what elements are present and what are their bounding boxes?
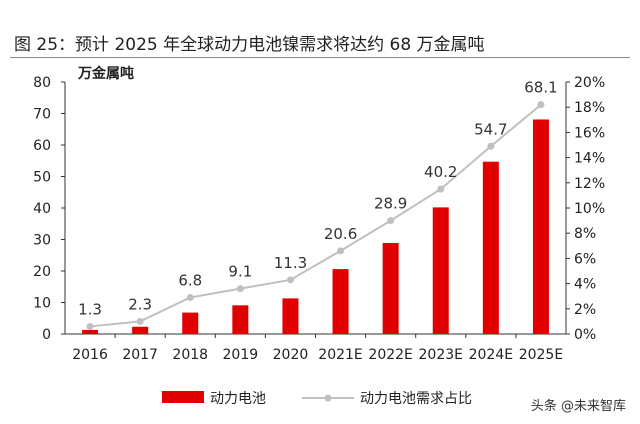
bar bbox=[382, 242, 399, 334]
y2-tick-label: 12% bbox=[574, 176, 605, 192]
x-tick-label: 2021E bbox=[318, 347, 362, 363]
y-axis-unit: 万金属吨 bbox=[77, 65, 134, 82]
bar bbox=[482, 161, 499, 334]
y2-tick-label: 18% bbox=[574, 100, 605, 116]
y2-tick-label: 14% bbox=[574, 151, 605, 167]
y2-tick-label: 0% bbox=[574, 327, 596, 343]
line-point bbox=[437, 185, 445, 193]
bar bbox=[132, 326, 149, 334]
x-tick-label: 2022E bbox=[368, 347, 412, 363]
x-tick-label: 2018 bbox=[172, 347, 208, 363]
y-tick-label: 10 bbox=[33, 296, 51, 312]
bar bbox=[332, 269, 349, 334]
y2-tick-label: 2% bbox=[574, 302, 596, 318]
y2-tick-label: 4% bbox=[574, 277, 596, 293]
y2-tick-label: 16% bbox=[574, 125, 605, 141]
y-tick-label: 30 bbox=[33, 233, 51, 249]
x-tick-label: 2025E bbox=[519, 347, 563, 363]
x-tick-label: 2017 bbox=[122, 347, 158, 363]
watermark: 头条 @未来智库 bbox=[530, 399, 626, 414]
figure-title: 图 25：预计 2025 年全球动力电池镍需求将达约 68 万金属吨 bbox=[14, 35, 485, 55]
line-point bbox=[186, 293, 194, 301]
y-tick-label: 40 bbox=[33, 201, 51, 217]
y2-tick-label: 10% bbox=[574, 201, 605, 217]
y2-tick-label: 6% bbox=[574, 251, 596, 267]
data-label: 68.1 bbox=[524, 79, 557, 97]
line-point bbox=[487, 142, 495, 150]
bar bbox=[532, 119, 549, 334]
x-tick-label: 2020 bbox=[273, 347, 309, 363]
y-tick-label: 20 bbox=[33, 264, 51, 280]
y-tick-label: 50 bbox=[33, 170, 51, 186]
bar bbox=[232, 305, 249, 334]
x-tick-label: 2024E bbox=[469, 347, 513, 363]
y2-tick-label: 8% bbox=[574, 226, 596, 242]
data-label: 2.3 bbox=[128, 295, 152, 313]
legend-line-marker bbox=[324, 394, 332, 402]
title-divider bbox=[10, 57, 630, 58]
legend-line-label: 动力电池需求占比 bbox=[360, 391, 472, 407]
legend-bar-label: 动力电池 bbox=[210, 391, 266, 407]
legend-bar-swatch bbox=[162, 391, 204, 403]
x-tick-label: 2016 bbox=[72, 347, 108, 363]
bar bbox=[432, 207, 449, 334]
data-label: 11.3 bbox=[274, 254, 307, 272]
x-tick-label: 2019 bbox=[223, 347, 259, 363]
x-tick-label: 2023E bbox=[419, 347, 463, 363]
bar bbox=[182, 312, 199, 334]
line-point bbox=[86, 322, 94, 330]
data-label: 40.2 bbox=[424, 163, 457, 181]
line-point bbox=[236, 285, 244, 293]
line-point bbox=[537, 101, 545, 109]
line-point bbox=[387, 217, 395, 225]
y-tick-label: 80 bbox=[33, 75, 51, 91]
data-label: 1.3 bbox=[78, 300, 102, 318]
line-point bbox=[286, 276, 294, 284]
data-label: 6.8 bbox=[178, 271, 202, 289]
line-point bbox=[337, 247, 345, 255]
line-series bbox=[89, 103, 542, 328]
bar bbox=[82, 329, 99, 334]
y-tick-label: 60 bbox=[33, 138, 51, 154]
data-label: 9.1 bbox=[228, 263, 252, 281]
bar bbox=[282, 298, 299, 334]
data-label: 54.7 bbox=[474, 120, 507, 138]
y2-tick-label: 20% bbox=[574, 75, 605, 91]
data-label: 20.6 bbox=[324, 225, 357, 243]
line-point bbox=[136, 317, 144, 325]
data-label: 28.9 bbox=[374, 195, 407, 213]
y-tick-label: 0 bbox=[42, 327, 51, 343]
y-tick-label: 70 bbox=[33, 107, 51, 123]
